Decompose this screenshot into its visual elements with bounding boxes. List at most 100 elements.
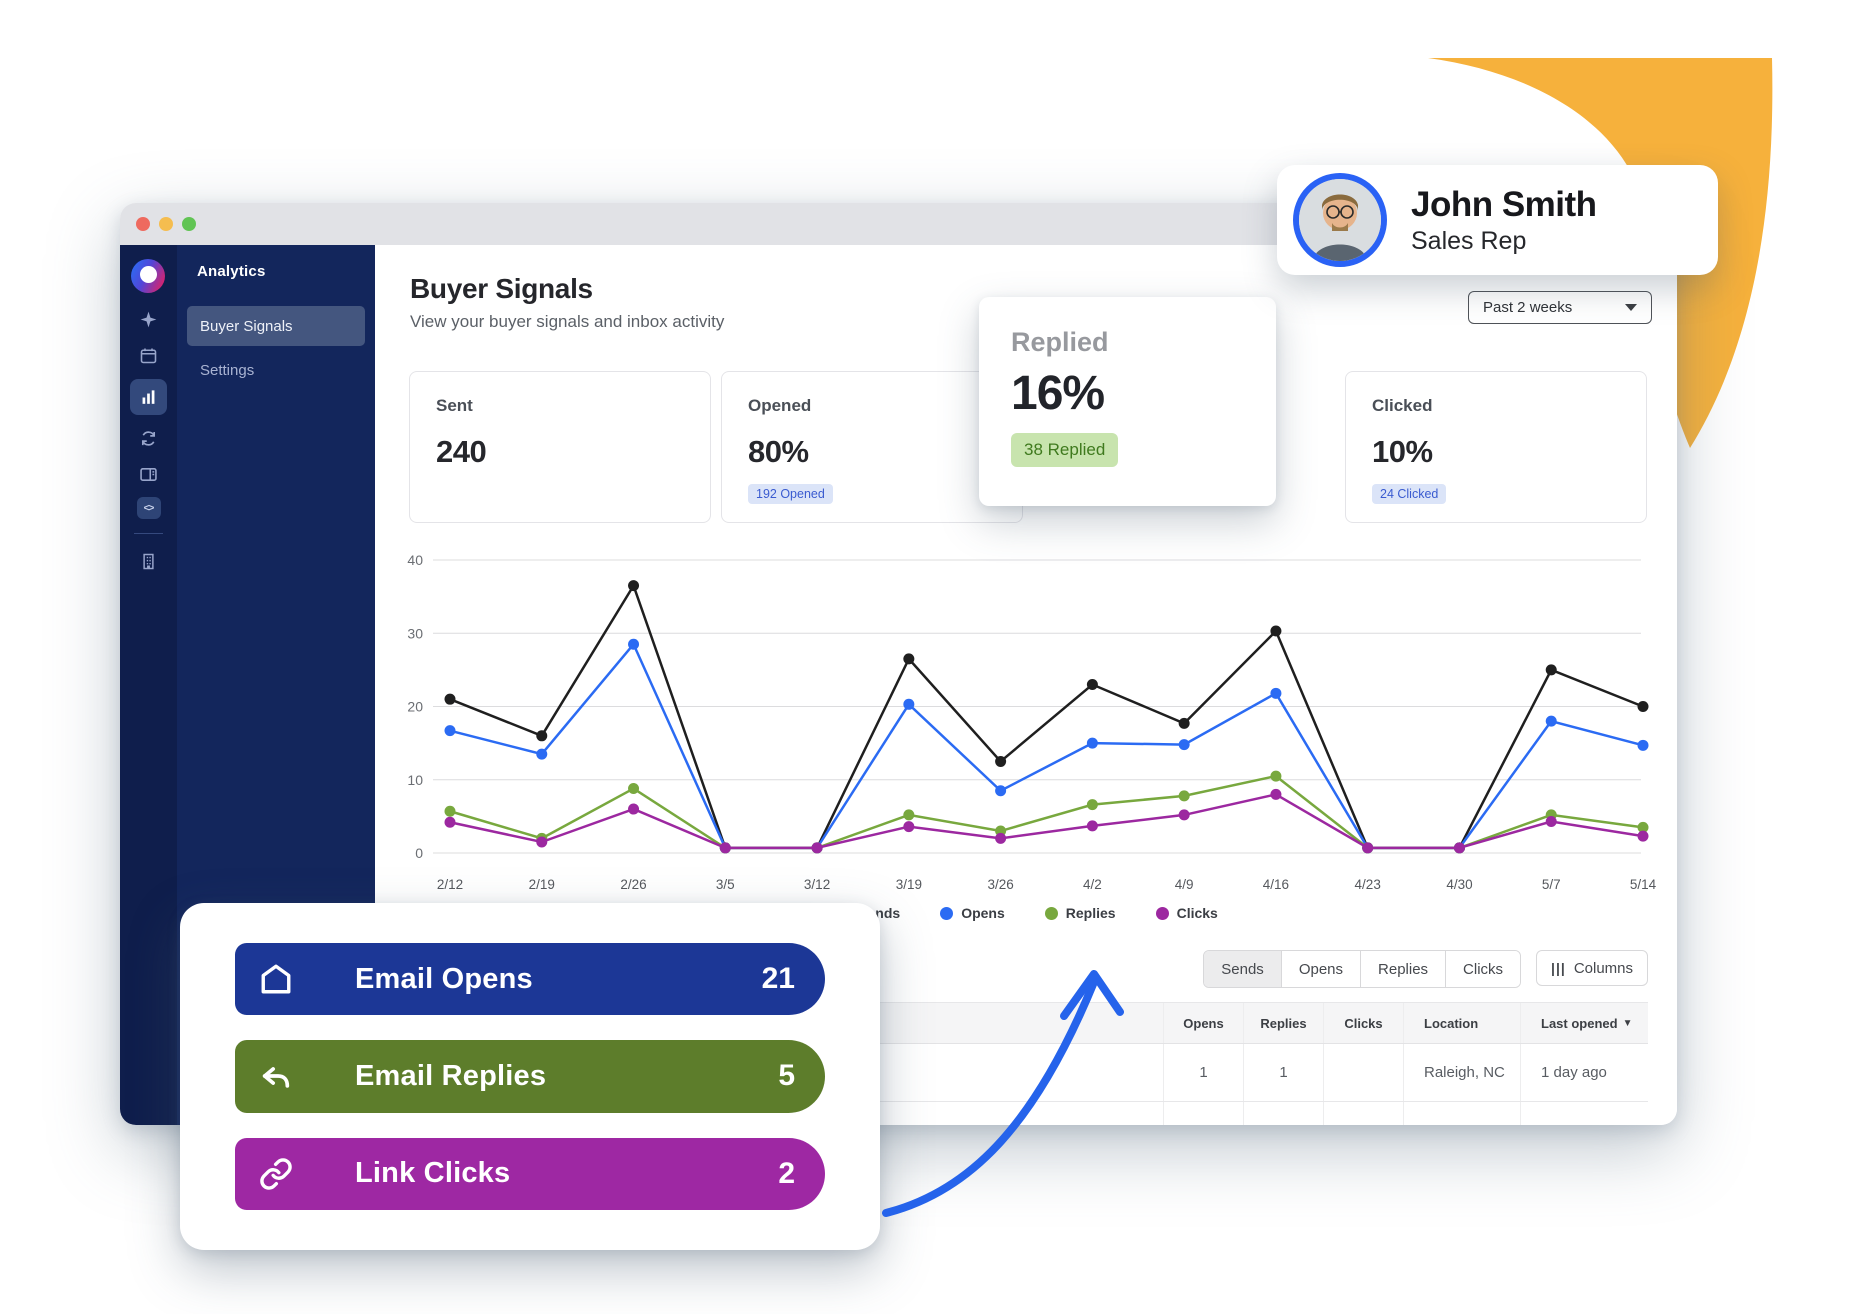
columns-label: Columns — [1573, 959, 1633, 977]
table-cell-replies: 1 — [1243, 1044, 1323, 1101]
page-subtitle: View your buyer signals and inbox activi… — [410, 312, 725, 331]
svg-text:40: 40 — [407, 552, 423, 568]
legend-dot — [1155, 906, 1169, 920]
sort-caret-icon: ▼ — [1622, 1017, 1633, 1029]
minimize-window-button[interactable] — [159, 217, 173, 231]
stat-card-opened: Opened 80% 192 Opened — [721, 371, 1023, 523]
svg-text:2/26: 2/26 — [620, 877, 646, 892]
legend-item: Clicks — [1155, 905, 1218, 921]
svg-text:30: 30 — [407, 625, 423, 641]
layout-icon[interactable] — [137, 462, 161, 486]
sparkle-icon[interactable] — [137, 307, 161, 331]
code-icon[interactable]: <> — [136, 496, 161, 520]
svg-text:3/19: 3/19 — [896, 877, 922, 892]
stat-value: 16% — [1011, 367, 1105, 420]
reply-icon — [259, 1059, 293, 1093]
table-cell-last-opened: 1 day ago — [1520, 1044, 1648, 1101]
replied-popup-card: Replied 16% 38 Replied — [979, 297, 1276, 506]
stat-label: Opened — [748, 396, 812, 415]
sidebar-item-settings[interactable]: Settings — [187, 350, 365, 390]
stat-value: 240 — [436, 434, 487, 469]
svg-text:4/30: 4/30 — [1446, 877, 1472, 892]
icon-rail: <> — [120, 245, 177, 1125]
legend-item: Opens — [940, 905, 1005, 921]
sidebar-item-buyer-signals[interactable]: Buyer Signals — [187, 306, 365, 346]
pill-label: Link Clicks — [355, 1157, 511, 1190]
chevron-down-icon — [1625, 304, 1637, 311]
pill-label: Email Replies — [355, 1059, 547, 1092]
profile-card: John Smith Sales Rep — [1277, 165, 1718, 275]
metric-segmented-control: Sends Opens Replies Clicks — [1203, 950, 1522, 988]
bar-chart-icon[interactable] — [130, 379, 167, 415]
legend-dot — [1044, 906, 1058, 920]
metrics-overlay-card: Email Opens 21 Email Replies 5 Link Clic… — [180, 903, 880, 1250]
page-title: Buyer Signals — [410, 273, 593, 304]
stat-value: 80% — [748, 434, 809, 469]
email-replies-pill: Email Replies 5 — [235, 1040, 825, 1113]
stat-card-clicked: Clicked 10% 24 Clicked — [1345, 371, 1647, 523]
svg-text:4/9: 4/9 — [1175, 877, 1194, 892]
building-icon[interactable] — [137, 549, 161, 573]
legend-dot — [940, 906, 954, 920]
stat-label: Clicked — [1372, 396, 1433, 415]
pill-label: Email Opens — [355, 962, 533, 995]
column-header-last-opened[interactable]: Last opened ▼ — [1520, 1003, 1648, 1043]
avatar — [1293, 173, 1387, 267]
svg-text:2/12: 2/12 — [437, 877, 463, 892]
link-clicks-pill: Link Clicks 2 — [235, 1137, 825, 1210]
svg-text:20: 20 — [407, 699, 423, 715]
date-range-value: Past 2 weeks — [1483, 299, 1573, 316]
stat-label: Sent — [436, 396, 473, 415]
svg-text:4/2: 4/2 — [1083, 877, 1102, 892]
app-logo[interactable] — [131, 259, 165, 293]
columns-button[interactable]: ||| Columns — [1536, 950, 1648, 986]
rail-divider — [134, 533, 163, 534]
line-chart: 0 10 20 30 40 2/12 2/19 2/26 3/5 3/12 3/19 3/26 4/2 4… — [407, 552, 1657, 892]
svg-text:2/19: 2/19 — [529, 877, 555, 892]
close-window-button[interactable] — [136, 217, 150, 231]
legend-label: Opens — [961, 905, 1005, 921]
link-icon — [259, 1157, 293, 1191]
tab-opens[interactable]: Opens — [1280, 951, 1361, 987]
svg-text:10: 10 — [407, 772, 423, 788]
svg-text:5/14: 5/14 — [1630, 877, 1657, 892]
stat-badge: 24 Clicked — [1372, 484, 1447, 504]
legend-label: Replies — [1065, 905, 1116, 921]
sidebar-header: Analytics — [197, 263, 266, 280]
sidebar-item-label: Buyer Signals — [200, 317, 293, 335]
svg-text:0: 0 — [415, 845, 423, 861]
calendar-icon[interactable] — [137, 343, 161, 367]
svg-text:5/7: 5/7 — [1542, 877, 1561, 892]
profile-role: Sales Rep — [1411, 226, 1527, 255]
column-header-opens[interactable]: Opens — [1163, 1003, 1243, 1043]
pill-value: 21 — [761, 962, 795, 996]
tab-replies[interactable]: Replies — [1360, 951, 1446, 987]
table-cell-clicks — [1323, 1044, 1403, 1101]
tab-clicks[interactable]: Clicks — [1445, 951, 1521, 987]
svg-text:4/23: 4/23 — [1355, 877, 1381, 892]
sidebar-item-label: Settings — [200, 361, 255, 379]
svg-text:3/5: 3/5 — [716, 877, 735, 892]
refresh-icon[interactable] — [137, 426, 161, 450]
email-opens-pill: Email Opens 21 — [235, 943, 825, 1016]
profile-name: John Smith — [1411, 184, 1597, 224]
column-header-replies[interactable]: Replies — [1243, 1003, 1323, 1043]
pill-value: 2 — [778, 1156, 795, 1190]
date-range-dropdown[interactable]: Past 2 weeks — [1468, 291, 1652, 324]
envelope-open-icon — [259, 962, 293, 996]
stat-badge: 38 Replied — [1011, 433, 1119, 467]
svg-text:4/16: 4/16 — [1263, 877, 1289, 892]
stat-card-sent: Sent 240 — [409, 371, 711, 523]
column-header-location[interactable]: Location — [1403, 1003, 1520, 1043]
legend-item: Replies — [1044, 905, 1116, 921]
legend-label: Clicks — [1176, 905, 1218, 921]
tab-sends[interactable]: Sends — [1204, 951, 1281, 987]
table-cell-opens: 1 — [1163, 1044, 1243, 1101]
table-toolbar: Sends Opens Replies Clicks ||| Columns — [1203, 950, 1648, 988]
table-cell-location: Raleigh, NC — [1403, 1044, 1520, 1101]
column-header-clicks[interactable]: Clicks — [1323, 1003, 1403, 1043]
zoom-window-button[interactable] — [182, 217, 196, 231]
stat-badge: 192 Opened — [748, 484, 833, 504]
columns-icon: ||| — [1551, 960, 1566, 976]
